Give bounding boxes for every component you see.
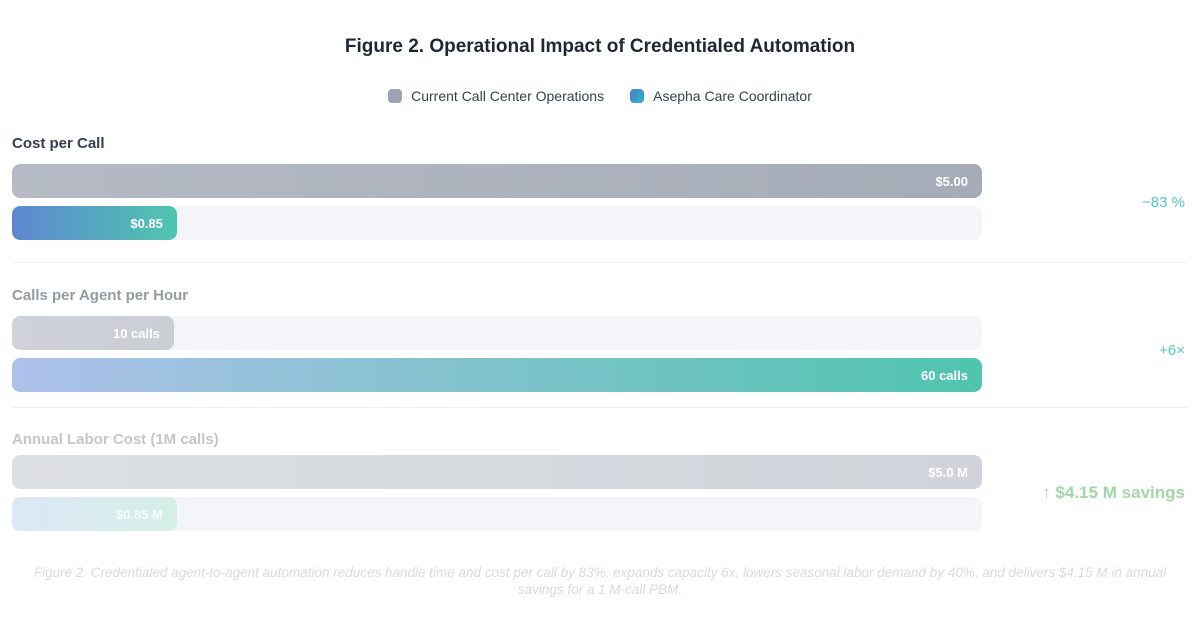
legend-item-current: Current Call Center Operations [388,88,604,104]
figure-caption: Figure 2. Credentialed agent-to-agent au… [33,565,1167,597]
bar-track: 10 calls [12,316,982,350]
legend-item-asepha: Asepha Care Coordinator [630,88,812,104]
bar-current: $5.00 [12,164,982,198]
bar-value-label: 10 calls [112,325,160,341]
bar-value-label: 60 calls [921,367,968,383]
bar-track: $5.00 [12,164,982,198]
bar-value-label: $0.85 [130,215,163,231]
legend-label-asepha: Asepha Care Coordinator [653,88,812,104]
bar-value-label: $0.85 M [115,506,163,522]
bar-current: 10 calls [12,316,174,350]
group-divider [12,407,1188,408]
bar-value-label: $5.0 M [928,464,968,480]
metric-label: Calls per Agent per Hour [12,287,189,304]
bar-track: $0.85 [12,206,982,240]
bar-asepha: $0.85 M [12,497,177,531]
metric-group-annual-labor-cost: Annual Labor Cost (1M calls) $5.0 M $0.8… [12,431,1188,531]
metric-label: Cost per Call [12,135,105,152]
delta-label: −83 % [1142,193,1185,211]
metric-group-cost-per-call: Cost per Call $5.00 $0.85 −83 % [12,135,1188,240]
delta-label: +6× [1159,341,1185,359]
bar-asepha: 60 calls [12,358,982,392]
figure-title: Figure 2. Operational Impact of Credenti… [344,36,856,57]
metric-group-calls-per-agent: Calls per Agent per Hour 10 calls 60 cal… [12,287,1188,392]
bar-value-label: $5.00 [935,173,968,189]
legend-label-current: Current Call Center Operations [411,88,605,104]
bar-track: 60 calls [12,358,982,392]
bar-track: $0.85 M [12,497,982,531]
legend-swatch-asepha [630,89,645,103]
metric-label: Annual Labor Cost (1M calls) [12,431,219,448]
bar-current: $5.0 M [12,455,982,489]
bar-asepha: $0.85 [12,206,177,240]
group-divider [12,262,1188,263]
legend-swatch-current [388,89,403,103]
delta-label: ↑ $4.15 M savings [1042,483,1185,502]
bar-track: $5.0 M [12,455,982,489]
chart-area: Cost per Call $5.00 $0.85 −83 % Calls pe… [12,135,1188,531]
legend: Current Call Center Operations Asepha Ca… [0,88,1200,104]
